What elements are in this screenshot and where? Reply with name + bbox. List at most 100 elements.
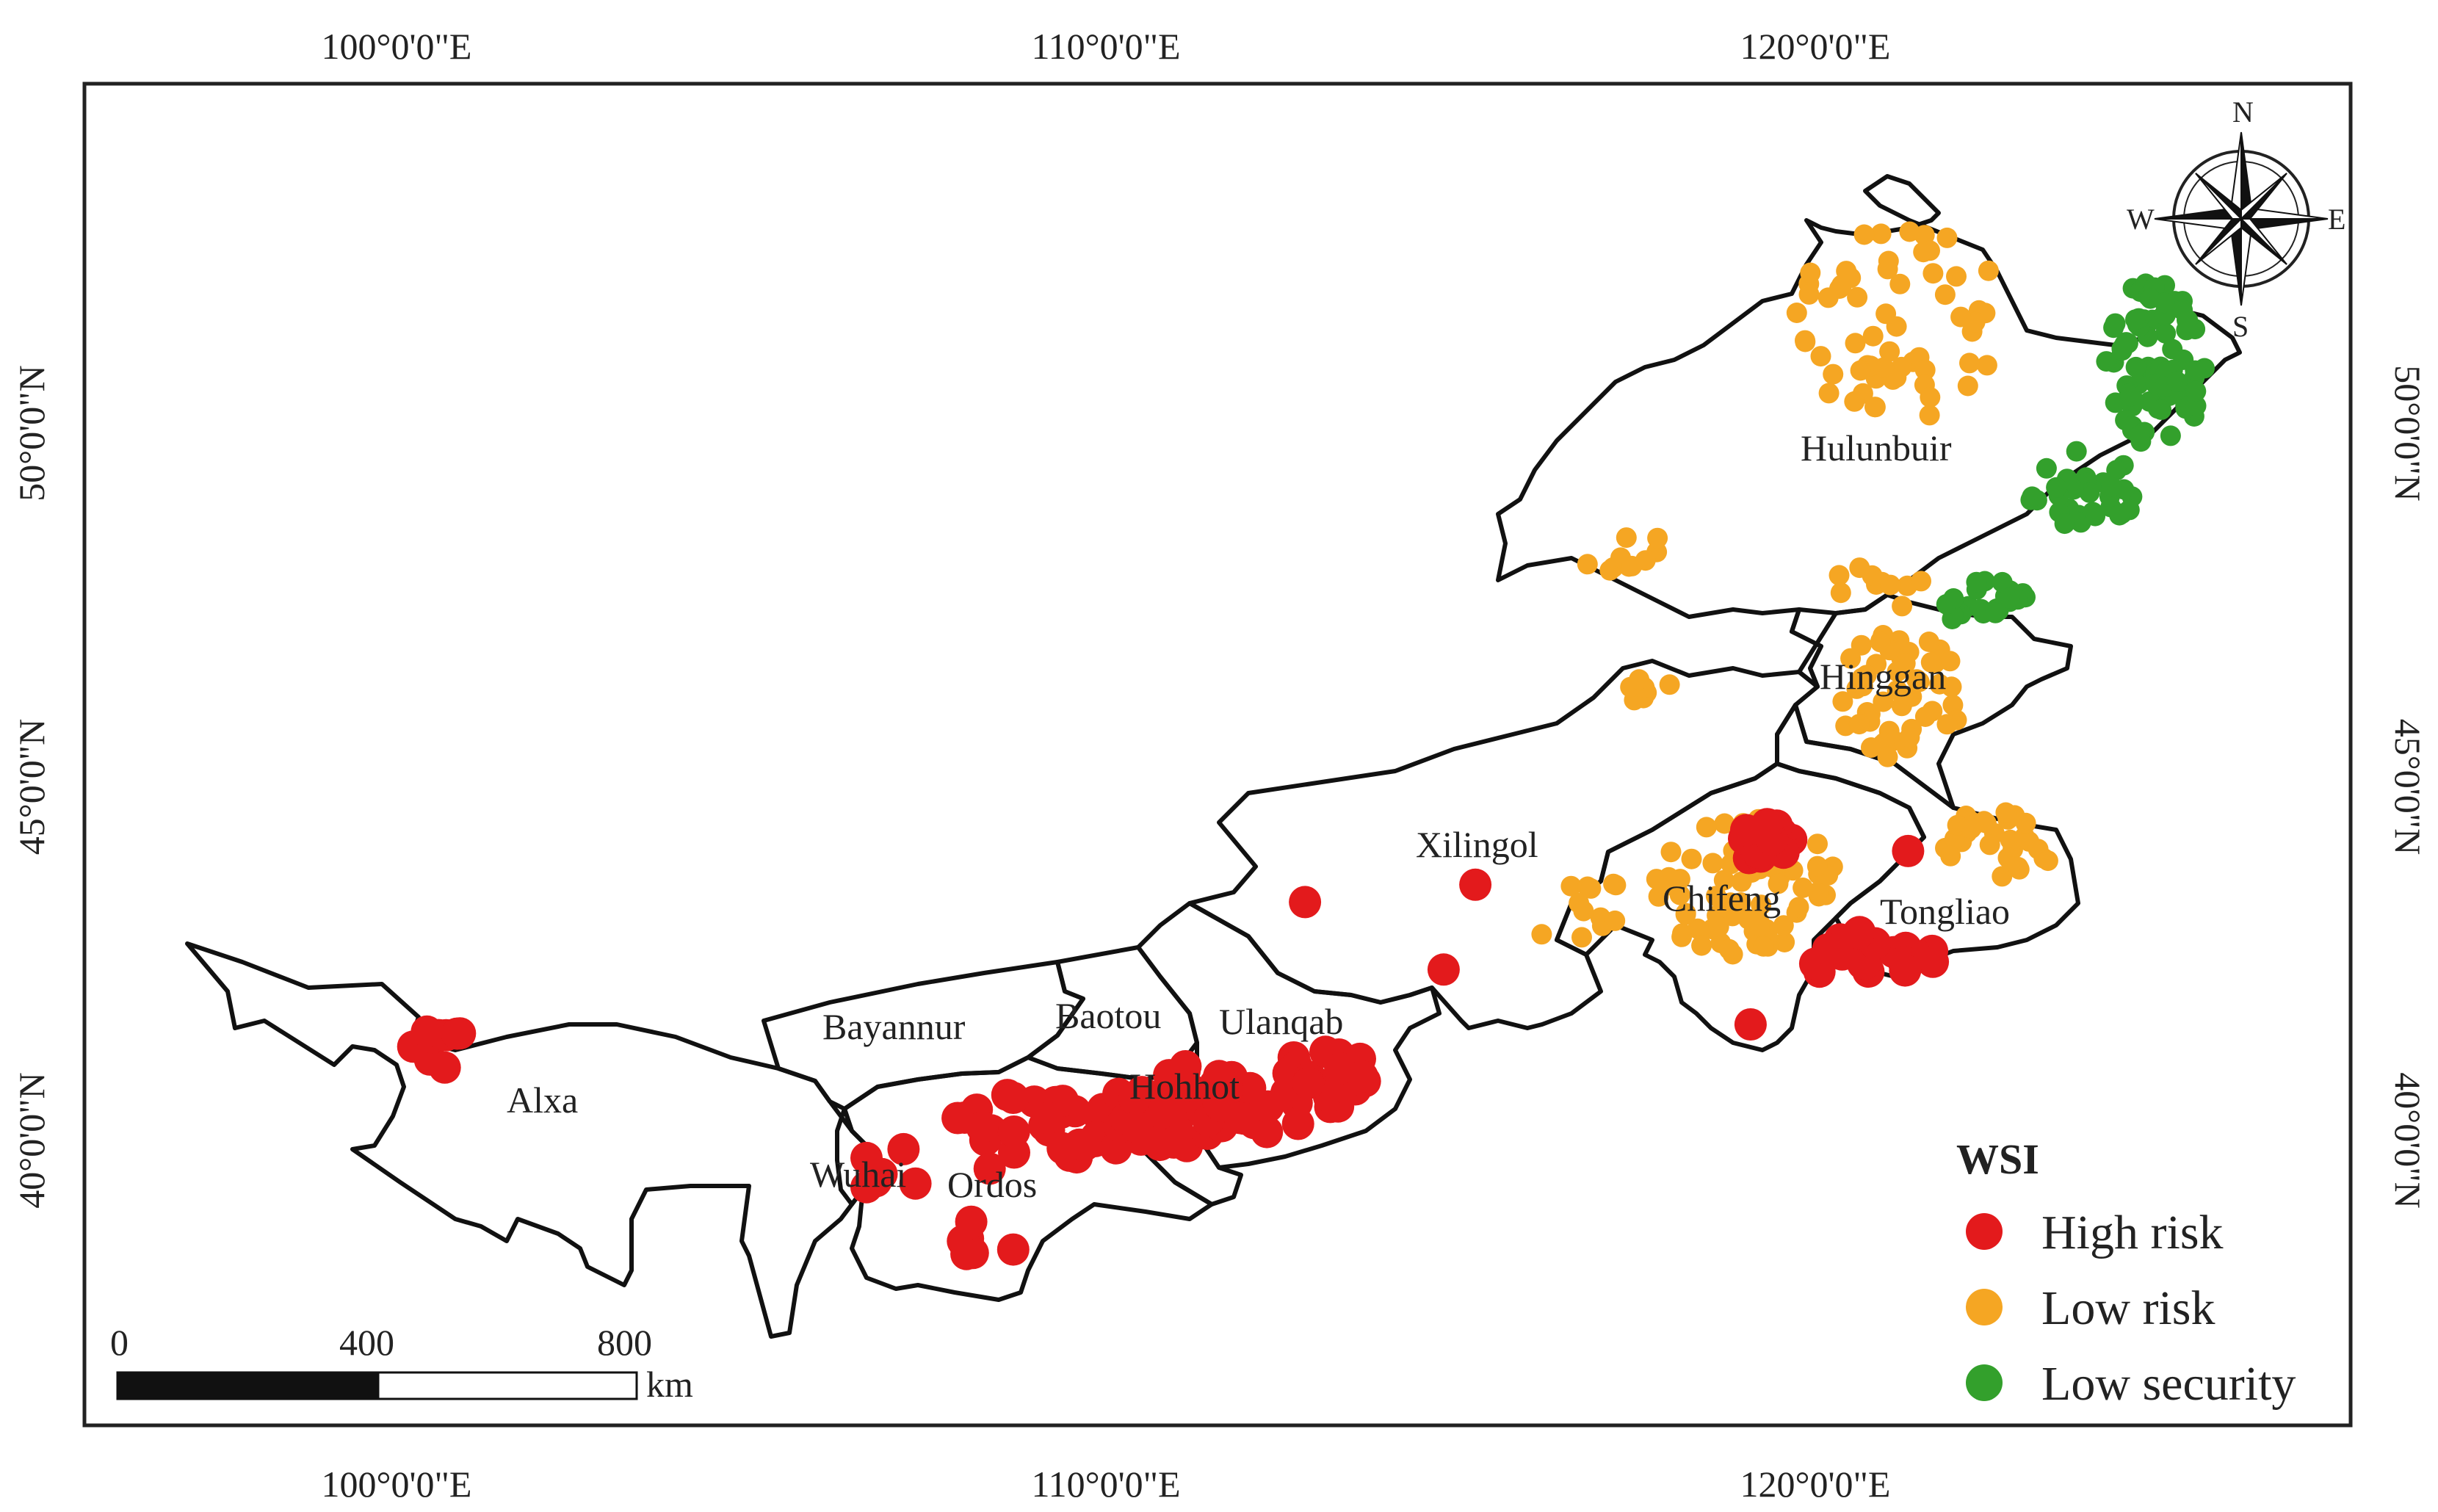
wsi-point-low [1832, 691, 1853, 712]
wsi-point-low [1773, 915, 1794, 936]
wsi-point-security [2054, 513, 2075, 535]
compass-rose: N S E W [2127, 95, 2345, 343]
wsi-point-low [1531, 924, 1552, 945]
scale-label-800: 800 [597, 1322, 652, 1363]
map-frame [82, 82, 2353, 1428]
wsi-point-security [2160, 425, 2181, 446]
wsi-point-high [997, 1115, 1030, 1148]
wsi-point-low [1936, 714, 1958, 735]
wsi-point-low [1768, 873, 1789, 894]
wsi-point-high [850, 1141, 883, 1174]
wsi-point-low [1691, 935, 1712, 956]
wsi-point-high [1427, 953, 1460, 986]
wsi-point-low [1957, 375, 1978, 397]
longitude-tick-bottom-110: 110°0'0"E [1031, 1464, 1180, 1505]
wsi-point-low [1603, 873, 1624, 894]
wsi-point-low [1795, 331, 1816, 352]
wsi-point-low [1731, 871, 1752, 892]
wsi-point-security [1992, 571, 2013, 593]
wsi-point-low [1861, 737, 1881, 758]
wsi-point-security [1966, 571, 1987, 593]
label-bayannur: Bayannur [822, 1006, 966, 1047]
wsi-point-low [1914, 706, 1936, 727]
scale-label-400: 400 [339, 1322, 394, 1363]
wsi-point-low [1713, 869, 1735, 891]
wsi-point-security [2106, 460, 2127, 481]
scale-bar: 0 400 800 km [110, 1322, 693, 1405]
wsi-point-high [996, 1082, 1030, 1114]
wsi-point-low [1939, 651, 1961, 672]
wsi-point-high [1459, 868, 1492, 901]
wsi-point-low [1877, 258, 1898, 280]
legend: WSI High risk Low risk Low security [1956, 1135, 2296, 1411]
wsi-point-security [1999, 587, 2020, 609]
wsi-point-low [1774, 932, 1795, 952]
legend-label-high-risk: High risk [2041, 1206, 2224, 1259]
label-wuhai: Wuhai [810, 1154, 906, 1195]
wsi-point-low [1856, 665, 1877, 686]
wsi-point-high [1169, 1050, 1202, 1082]
label-baotou: Baotou [1055, 995, 1161, 1036]
wsi-point-low [1886, 316, 1907, 337]
wsi-point-low [1580, 878, 1602, 899]
wsi-point-low [1899, 221, 1920, 242]
wsi-point-security [2085, 505, 2106, 527]
wsi-point-security [2177, 310, 2197, 330]
wsi-point-low [1629, 669, 1650, 690]
wsi-point-low [1605, 910, 1626, 931]
wsi-point-low [1616, 527, 1637, 549]
wsi-point-low [1961, 818, 1982, 839]
wsi-point-low [1946, 266, 1967, 287]
wsi-point-low [1906, 669, 1927, 690]
wsi-point-low [1877, 746, 1898, 767]
wsi-point-security [2125, 309, 2146, 330]
wsi-point-high [1889, 954, 1922, 987]
wsi-point-low [1806, 856, 1828, 877]
label-hohhot: Hohhot [1129, 1066, 1240, 1107]
wsi-point-low [1659, 674, 1680, 695]
boundary-hinggan [1790, 593, 2073, 810]
wsi-point-low [1714, 813, 1735, 834]
wsi-point-security [1985, 602, 2006, 623]
wsi-point-high [1729, 814, 1762, 847]
wsi-point-low [1788, 897, 1809, 918]
wsi-point-security [2155, 323, 2177, 344]
wsi-point-low [1873, 691, 1894, 712]
wsi-point-low [1892, 596, 1913, 617]
label-ordos: Ordos [947, 1164, 1037, 1205]
wsi-point-low [1810, 346, 1831, 367]
wsi-point-low [1807, 833, 1828, 855]
wsi-point-low [1919, 405, 1940, 426]
longitude-tick-top-120: 120°0'0"E [1740, 26, 1891, 67]
wsi-point-low [1899, 727, 1920, 748]
wsi-point-low [1901, 686, 1922, 707]
wsi-point-low [1889, 273, 1911, 294]
wsi-point-low [1786, 303, 1807, 323]
wsi-point-low [1853, 224, 1875, 245]
boundary-alxa [185, 941, 876, 1339]
wsi-point-security [2036, 457, 2057, 479]
label-hulunbuir: Hulunbuir [1801, 427, 1952, 469]
scale-bar-white-segment [377, 1371, 638, 1400]
wsi-point-low [1995, 802, 2016, 823]
compass-east-label: E [2328, 203, 2345, 236]
wsi-point-low [1864, 397, 1886, 418]
wsi-point-low [1922, 263, 1944, 284]
wsi-point-security [2117, 333, 2138, 354]
wsi-point-low [2037, 850, 2058, 872]
wsi-point-low [1840, 648, 1862, 669]
wsi-point-high [887, 1132, 920, 1165]
wsi-point-security [2166, 371, 2188, 392]
wsi-point-low [1941, 676, 1962, 698]
scale-bar-black-segment [116, 1371, 380, 1400]
scale-unit: km [646, 1364, 693, 1405]
latitude-tick-left-50: 50°0'0"N [11, 365, 52, 502]
wsi-point-low [1850, 360, 1871, 381]
label-alxa: Alxa [507, 1079, 578, 1121]
wsi-point-security [2103, 317, 2124, 339]
wsi-point-high [1842, 916, 1875, 949]
axis-tick-layer: 100°0'0"E 100°0'0"E 110°0'0"E 110°0'0"E 120°… [11, 26, 2428, 1505]
wsi-point-low [1702, 853, 1723, 874]
wsi-point-low [1978, 260, 1999, 281]
